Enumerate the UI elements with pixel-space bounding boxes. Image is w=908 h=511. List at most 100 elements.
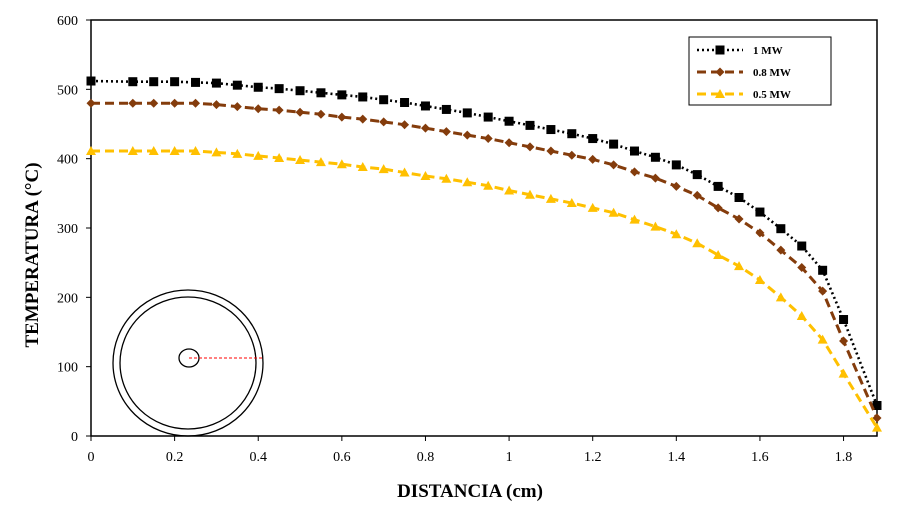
y-tick-label: 300 — [57, 222, 78, 237]
data-point-0-8-mw — [872, 413, 882, 423]
data-point-0-8-mw — [170, 98, 180, 108]
x-tick-label: 1.6 — [751, 450, 769, 465]
data-point-1-mw — [400, 98, 410, 108]
legend-item-1-mw: 1 MW — [697, 45, 783, 57]
data-point-0-8-mw — [776, 245, 786, 255]
x-tick-label: 1.4 — [668, 450, 686, 465]
series-0-5-mw — [86, 146, 882, 432]
data-point-0-8-mw — [253, 104, 263, 114]
data-point-0-8-mw — [295, 107, 305, 117]
x-axis-title: DISTANCIA (cm) — [397, 481, 543, 502]
data-point-1-mw — [797, 241, 807, 251]
data-point-0-5-mw — [671, 229, 682, 239]
data-point-1-mw — [128, 77, 138, 87]
data-point-0-8-mw — [609, 160, 619, 170]
data-point-0-5-mw — [399, 167, 410, 177]
data-point-0-5-mw — [211, 147, 222, 157]
data-point-1-mw — [755, 207, 765, 217]
legend-swatch-marker — [715, 67, 725, 77]
data-point-0-8-mw — [191, 98, 201, 108]
data-point-0-5-mw — [127, 146, 138, 156]
data-point-0-8-mw — [274, 105, 284, 115]
data-point-1-mw — [671, 160, 681, 170]
data-point-1-mw — [713, 181, 723, 191]
data-point-1-mw — [630, 146, 640, 156]
data-point-1-mw — [567, 129, 577, 139]
data-point-0-5-mw — [713, 250, 724, 260]
data-point-1-mw — [483, 112, 493, 122]
inner-pipe-circle — [119, 296, 257, 430]
data-point-0-5-mw — [378, 164, 389, 174]
data-point-0-5-mw — [796, 311, 807, 321]
pipe-cross-section-icon — [112, 289, 264, 437]
x-tick-label: 0.8 — [417, 450, 435, 465]
data-point-1-mw — [86, 76, 96, 86]
data-point-1-mw — [316, 88, 326, 98]
legend-item-0-8-mw: 0.8 MW — [697, 67, 791, 79]
data-point-0-5-mw — [754, 275, 765, 284]
x-tick-label: 1.2 — [584, 450, 602, 465]
data-point-1-mw — [191, 77, 201, 87]
data-point-0-8-mw — [504, 138, 514, 148]
data-point-1-mw — [420, 101, 430, 111]
series-group — [86, 76, 882, 432]
series-1-mw — [86, 76, 882, 410]
data-point-0-5-mw — [608, 207, 619, 217]
data-point-1-mw — [588, 134, 598, 144]
data-point-0-5-mw — [232, 148, 243, 158]
x-tick-label: 0.2 — [166, 450, 184, 465]
data-point-0-5-mw — [148, 146, 159, 156]
data-point-0-8-mw — [441, 127, 451, 137]
y-tick-label: 200 — [57, 291, 78, 306]
data-point-0-8-mw — [797, 263, 807, 273]
legend-label: 0.8 MW — [753, 67, 791, 79]
y-axis-ticks: 0 100 200 300 400 500 600 — [57, 14, 91, 445]
y-tick-label: 0 — [71, 430, 78, 445]
data-point-0-8-mw — [713, 203, 723, 213]
data-point-0-8-mw — [483, 134, 493, 144]
data-point-0-5-mw — [775, 292, 786, 302]
data-point-1-mw — [650, 152, 660, 162]
data-point-1-mw — [358, 92, 368, 102]
x-axis-ticks: 0 0.2 0.4 0.6 0.8 1 1.2 1.4 1.6 1.8 — [88, 436, 852, 465]
data-point-0-5-mw — [587, 202, 598, 212]
data-point-0-5-mw — [295, 155, 306, 165]
x-tick-label: 1 — [506, 450, 513, 465]
series-line-1-mw — [90, 79, 879, 406]
data-point-0-5-mw — [504, 185, 515, 195]
data-point-1-mw — [253, 82, 263, 92]
data-point-0-8-mw — [358, 114, 368, 124]
data-point-1-mw — [337, 90, 347, 100]
y-tick-label: 600 — [57, 14, 78, 29]
y-tick-label: 100 — [57, 361, 78, 376]
data-point-0-8-mw — [316, 109, 326, 119]
data-point-0-8-mw — [588, 154, 598, 164]
data-point-1-mw — [525, 120, 535, 130]
series-line-0-5-mw — [91, 149, 879, 429]
x-tick-label: 0.4 — [249, 450, 267, 465]
data-point-0-5-mw — [650, 221, 661, 231]
data-point-0-8-mw — [420, 123, 430, 133]
data-point-0-8-mw — [692, 190, 702, 200]
legend: 1 MW 0.8 MW 0.5 MW — [688, 36, 832, 106]
data-point-0-5-mw — [692, 238, 703, 248]
data-point-0-8-mw — [818, 286, 828, 296]
y-tick-label: 400 — [57, 153, 78, 168]
data-point-0-5-mw — [190, 146, 201, 156]
legend-swatch-marker — [715, 89, 725, 98]
data-point-0-5-mw — [545, 193, 556, 203]
data-point-0-5-mw — [734, 261, 745, 271]
data-point-1-mw — [232, 80, 242, 90]
data-point-0-8-mw — [546, 146, 556, 156]
data-point-0-5-mw — [441, 173, 452, 183]
data-point-0-5-mw — [86, 146, 96, 156]
data-point-0-5-mw — [872, 422, 882, 432]
data-point-0-8-mw — [755, 228, 765, 238]
series-line-0-8-mw — [91, 101, 879, 419]
data-point-1-mw — [274, 84, 284, 94]
legend-swatch-marker — [715, 45, 725, 55]
y-tick-label: 500 — [57, 83, 78, 98]
data-point-0-5-mw — [336, 159, 347, 169]
data-point-0-8-mw — [630, 167, 640, 177]
